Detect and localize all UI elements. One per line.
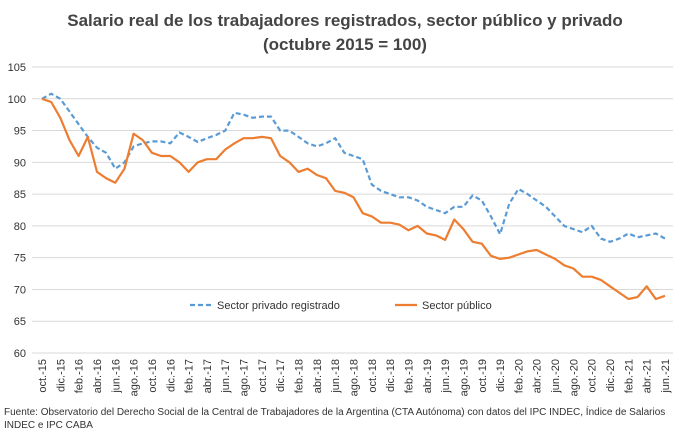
x-tick-label: ago.-16 xyxy=(129,359,141,396)
x-tick-label: feb.-19 xyxy=(403,359,415,393)
y-tick-label: 60 xyxy=(14,348,26,360)
x-tick-label: ago.-19 xyxy=(458,359,470,396)
series-line xyxy=(41,92,666,243)
x-tick-label: abr.-16 xyxy=(92,359,104,393)
x-tick-label: oct.-18 xyxy=(367,359,379,393)
y-tick-label: 70 xyxy=(14,284,26,296)
x-tick-label: oct.-19 xyxy=(477,359,489,393)
y-tick-label: 90 xyxy=(14,157,26,169)
x-tick-label: jun.-18 xyxy=(330,359,342,394)
y-tick-label: 65 xyxy=(14,316,26,328)
x-tick-label: dic.-15 xyxy=(55,359,67,392)
x-tick-label: jun.-16 xyxy=(110,359,122,394)
x-tick-label: feb.-20 xyxy=(513,359,525,393)
y-tick-label: 100 xyxy=(8,94,26,106)
x-tick-label: dic.-20 xyxy=(605,359,617,392)
legend-label: Sector privado registrado xyxy=(217,300,340,312)
x-tick-label: abr.-21 xyxy=(642,359,654,393)
x-tick-label: abr.-18 xyxy=(312,359,324,393)
x-tick-label: abr.-20 xyxy=(532,359,544,393)
x-tick-label: dic.-16 xyxy=(165,359,177,392)
y-tick-label: 105 xyxy=(8,62,26,74)
x-tick-label: ago.-18 xyxy=(349,359,361,396)
x-tick-label: oct.-15 xyxy=(37,359,49,393)
x-tick-label: jun.-17 xyxy=(220,359,232,394)
x-tick-label: abr.-19 xyxy=(422,359,434,393)
x-tick-label: oct.-16 xyxy=(147,359,159,393)
chart-subtitle: (octubre 2015 = 100) xyxy=(263,35,427,54)
x-tick-label: jun.-20 xyxy=(550,359,562,394)
y-tick-label: 80 xyxy=(14,221,26,233)
series-line xyxy=(41,97,666,301)
chart: Salario real de los trabajadores registr… xyxy=(8,11,673,396)
x-tick-label: feb.-17 xyxy=(184,359,196,393)
x-tick-label: dic.-17 xyxy=(275,359,287,392)
x-tick-label: feb.-16 xyxy=(74,359,86,393)
legend-label: Sector público xyxy=(422,300,492,312)
x-tick-label: dic.-18 xyxy=(385,359,397,392)
x-tick-label: jun.-19 xyxy=(440,359,452,394)
y-tick-label: 75 xyxy=(14,253,26,265)
x-tick-label: jun.-21 xyxy=(660,359,672,394)
x-tick-label: feb.-18 xyxy=(294,359,306,393)
x-tick-label: oct.-20 xyxy=(587,359,599,393)
x-tick-label: ago.-17 xyxy=(239,359,251,396)
x-tick-label: abr.-17 xyxy=(202,359,214,393)
x-tick-label: feb.-21 xyxy=(623,359,635,393)
x-tick-label: oct.-17 xyxy=(257,359,269,393)
x-tick-label: ago.-20 xyxy=(568,359,580,396)
source-note: Fuente: Observatorio del Derecho Social … xyxy=(4,407,666,431)
y-tick-label: 85 xyxy=(14,189,26,201)
chart-title: Salario real de los trabajadores registr… xyxy=(67,11,623,30)
x-tick-label: dic.-19 xyxy=(495,359,507,392)
y-tick-label: 95 xyxy=(14,126,26,138)
